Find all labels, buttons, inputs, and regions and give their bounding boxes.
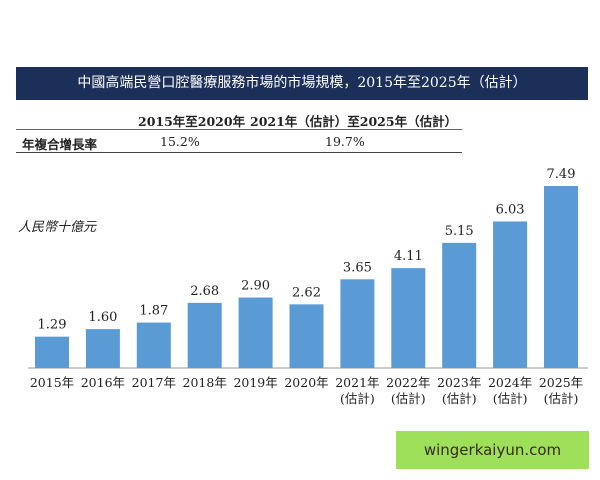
watermark: wingerkaiyun.com	[396, 431, 589, 469]
cagr-row: 年複合增長率 15.2% 19.7%	[16, 130, 462, 153]
data-label: 1.60	[88, 310, 117, 325]
x-tick-label: 2021年	[335, 375, 379, 390]
bar	[85, 329, 120, 368]
x-tick-label: 2022年	[386, 375, 430, 390]
bar	[442, 242, 477, 368]
x-tick-label: 2024年	[488, 375, 532, 390]
bar	[340, 279, 375, 368]
cagr-row-label: 年複合增長率	[22, 137, 98, 152]
cagr-val2: 19.7%	[325, 134, 365, 149]
data-label: 2.62	[292, 285, 321, 300]
cagr-val1: 15.2%	[160, 134, 200, 149]
x-tick-label: 2019年	[233, 375, 277, 390]
bar	[238, 297, 273, 368]
x-tick-label: 2023年	[437, 375, 481, 390]
cagr-header: 2015年至2020年 2021年（估計）至2025年（估計）	[16, 111, 462, 130]
x-tick-label: (估計)	[493, 391, 528, 406]
x-tick-label: (估計)	[340, 391, 375, 406]
data-label: 7.49	[547, 167, 576, 182]
bar	[35, 336, 69, 368]
x-tick-label: 2025年	[539, 375, 583, 390]
data-label: 1.29	[38, 318, 67, 333]
bar	[187, 302, 222, 368]
data-label: 1.87	[139, 304, 168, 319]
cagr-col2-header: 2021年（估計）至2025年（估計）	[250, 114, 458, 129]
data-label: 2.90	[241, 279, 270, 294]
data-label: 2.68	[190, 284, 219, 299]
bar	[493, 221, 528, 368]
x-tick-label: 2018年	[183, 375, 227, 390]
data-label: 6.03	[496, 202, 525, 217]
x-tick-label: 2020年	[284, 375, 328, 390]
x-tick-label: (估計)	[442, 391, 477, 406]
x-tick-label: (估計)	[544, 391, 579, 406]
x-tick-label: 2016年	[81, 375, 125, 390]
x-tick-label: 2017年	[132, 375, 176, 390]
bar	[391, 268, 426, 368]
data-label: 5.15	[445, 224, 474, 239]
y-axis-label: 人民幣十億元	[18, 220, 97, 235]
cagr-col1-header: 2015年至2020年	[138, 114, 246, 129]
data-label: 4.11	[394, 249, 423, 264]
data-label: 3.65	[343, 260, 372, 275]
bar	[544, 185, 578, 368]
x-tick-label: (估計)	[391, 391, 426, 406]
cagr-table: 2015年至2020年 2021年（估計）至2025年（估計） 年複合增長率 1…	[16, 111, 462, 153]
bar	[289, 304, 324, 368]
x-tick-label: 2015年	[30, 375, 74, 390]
chart-title: 中國高端民營口腔醫療服務市場的市場規模，2015年至2025年（估計）	[16, 67, 588, 100]
bar	[136, 322, 171, 368]
